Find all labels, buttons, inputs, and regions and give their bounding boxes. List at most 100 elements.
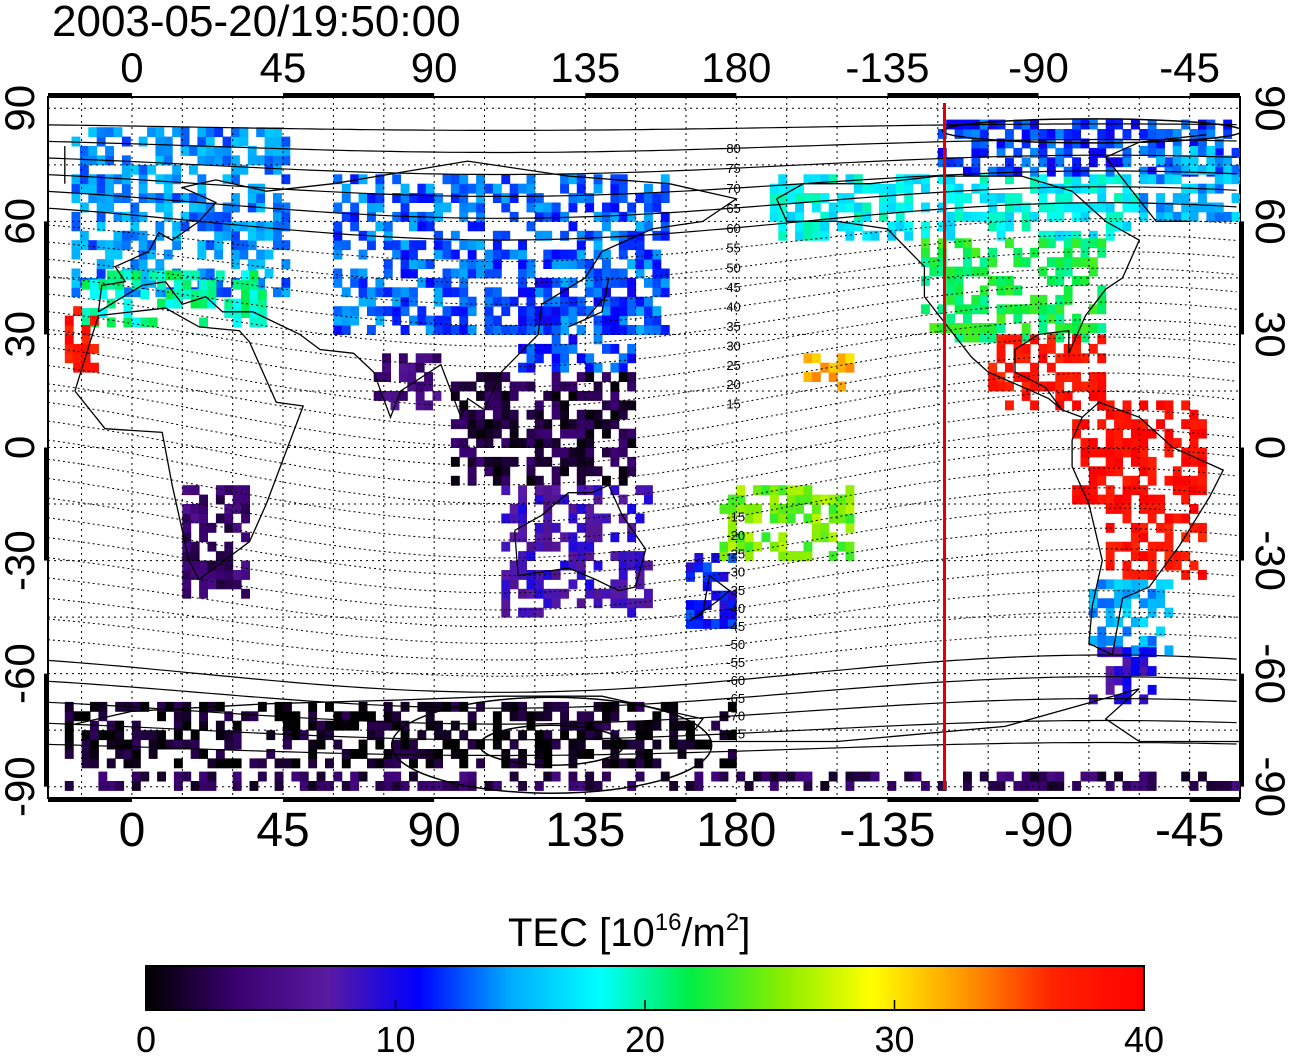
tec-cell <box>484 456 494 467</box>
tec-cell <box>1013 202 1023 213</box>
coastline <box>568 277 610 328</box>
tec-cell <box>299 781 309 791</box>
tec-cell <box>467 428 477 439</box>
tec-cell <box>660 211 670 222</box>
tec-cell <box>90 739 99 750</box>
tec-cell <box>81 353 91 364</box>
tec-cell <box>963 166 972 177</box>
tec-cell <box>484 325 494 335</box>
tec-cell <box>214 249 224 260</box>
tec-cell <box>224 513 234 524</box>
tec-cell <box>392 287 402 298</box>
tec-cell <box>1147 666 1157 676</box>
tec-cell <box>727 513 737 524</box>
tec-cell <box>459 771 469 782</box>
tec-cell <box>155 136 165 147</box>
tec-cell <box>551 372 561 382</box>
tec-cell <box>1046 238 1056 249</box>
tec-cell <box>602 259 611 269</box>
tec-cell <box>1147 466 1157 477</box>
tec-cell <box>442 174 452 185</box>
tec-cell <box>199 570 208 580</box>
colorbar: TEC [1016/m2] 0 10 20 30 40 <box>136 909 1164 1057</box>
tec-cell <box>501 579 511 590</box>
tec-cell <box>467 419 477 430</box>
tec-cell <box>576 428 586 439</box>
tec-cell <box>963 129 972 139</box>
contour-line <box>48 741 1237 757</box>
tec-cell <box>509 711 519 722</box>
tec-cell <box>224 579 234 590</box>
tec-cell <box>241 494 250 505</box>
tec-cell <box>409 771 418 782</box>
tec-cell <box>1105 202 1115 213</box>
tec-cell <box>197 240 207 251</box>
tec-cell <box>1080 202 1090 213</box>
tec-cell <box>264 249 274 260</box>
tec-cell <box>593 287 603 298</box>
tec-cell <box>627 240 637 251</box>
tec-cell <box>509 249 519 260</box>
tec-cell <box>434 193 443 203</box>
tec-cell <box>627 504 637 514</box>
tec-cell <box>484 306 494 317</box>
tec-cell <box>467 240 477 251</box>
tec-cell <box>392 720 402 731</box>
tec-cell <box>165 701 175 712</box>
tec-cell <box>618 183 628 194</box>
tec-cell <box>1139 551 1149 561</box>
tec-cell <box>618 372 628 382</box>
tec-cell <box>769 183 779 194</box>
tec-cell <box>382 353 391 364</box>
tec-cell <box>1055 323 1065 333</box>
tec-cell <box>492 325 502 335</box>
colorbar-label: TEC [1016/m2] <box>508 909 750 955</box>
tec-cell <box>744 541 754 552</box>
tec-cell <box>988 193 998 203</box>
frame-bar <box>1189 798 1240 802</box>
tec-cell <box>803 372 813 382</box>
tec-cell <box>1038 147 1048 158</box>
tec-cell <box>1038 266 1048 277</box>
tec-cell <box>803 485 813 496</box>
tec-cell <box>1147 598 1157 609</box>
frame-bar <box>44 673 48 787</box>
tec-cell <box>518 730 527 741</box>
tec-cell <box>182 701 192 712</box>
tec-cell <box>719 504 729 514</box>
tec-cell <box>610 711 620 722</box>
left-lat-tick-label: 90 <box>0 85 43 132</box>
tec-cell <box>551 277 561 288</box>
tec-cell <box>81 749 91 759</box>
tec-cell <box>526 551 536 561</box>
tec-cell <box>694 771 704 782</box>
tec-cell <box>576 259 586 269</box>
tec-cell <box>602 739 611 750</box>
tec-cell <box>88 146 98 156</box>
tec-cell <box>98 730 108 741</box>
tec-cell <box>811 522 821 533</box>
tec-region-south-america-north <box>1072 400 1207 505</box>
tec-cell <box>341 325 351 335</box>
tec-cell <box>971 247 981 258</box>
tec-cell <box>937 247 947 258</box>
tec-cell <box>1072 323 1081 333</box>
tec-cell <box>140 317 150 328</box>
tec-cell <box>576 174 586 185</box>
tec-cell <box>1198 419 1207 430</box>
tec-cell <box>543 730 553 741</box>
tec-cell <box>1030 400 1039 411</box>
tec-cell <box>190 781 200 791</box>
tec-cell <box>509 438 519 448</box>
tec-cell <box>795 230 804 241</box>
tec-cell <box>415 391 425 401</box>
tec-cell <box>560 456 569 467</box>
tec-cell <box>669 739 679 750</box>
tec-cell <box>686 562 695 573</box>
tec-cell <box>761 771 771 782</box>
tec-cell <box>1156 202 1165 213</box>
tec-cell <box>887 183 897 194</box>
tec-cell <box>534 353 544 364</box>
tec-cell <box>1005 381 1014 392</box>
tec-cell <box>1130 579 1140 590</box>
